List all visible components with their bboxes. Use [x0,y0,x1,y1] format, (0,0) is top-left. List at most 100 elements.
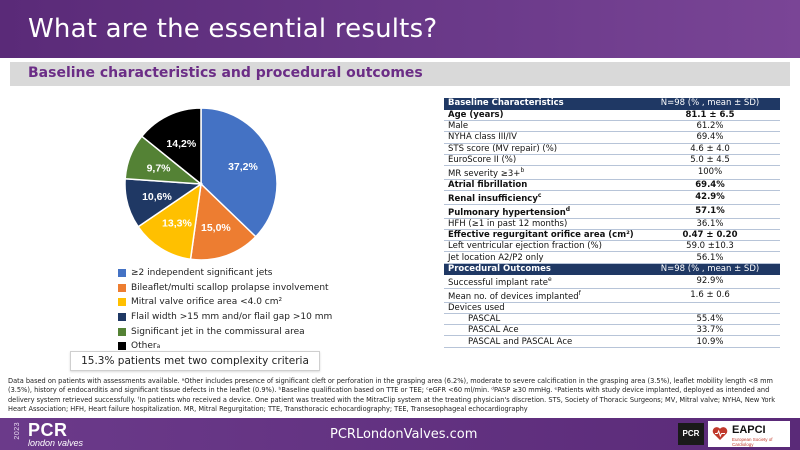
baseline-row-9: HFH (≥1 in past 12 months) 36.1% [444,218,780,230]
pie-slice-label-1: 15,0% [201,222,231,234]
eapci-logo: EAPCI European Society of Cardiology [708,421,790,447]
footnote: Data based on patients with assessments … [8,377,794,415]
procedural-row-5-value: 10.9% [640,335,780,348]
baseline-row-4: EuroScore II (%) 5.0 ± 4.5 [444,154,780,167]
eapci-logo-subtext: European Society of Cardiology [732,437,773,447]
baseline-row-1: Male 61.2% [444,120,780,133]
baseline-row-4-value: 5.0 ± 4.5 [640,154,780,167]
pie-slice-label-5: 14,2% [166,138,196,150]
complexity-pie-chart: 37,2% 15,0% 13,3% 10,6% 9,7% 14,2% [124,107,278,261]
baseline-row-6-label: Atrial fibrillation [444,179,640,192]
pie-legend: ≥2 independent significant jets Bileaflet… [118,266,332,354]
baseline-row-12-label: Jet location A2/P2 only [444,251,640,264]
baseline-row-11-value: 59.0 ±10.3 [640,240,780,253]
legend-item-5: Other a [118,339,332,354]
procedural-row-1: Mean no. of devices implantedf 1.6 ± 0.6 [444,288,780,303]
pie-slice-label-2: 13,3% [162,218,192,230]
baseline-row-10-value: 0.47 ± 0.20 [640,229,780,242]
pie-slice-label-4: 9,7% [147,162,172,174]
baseline-row-11-label: Left ventricular ejection fraction (%) [444,240,640,253]
baseline-table: Baseline Characteristics N=98 (% , mean ±… [444,98,780,348]
baseline-row-9-value: 36.1% [640,218,780,230]
baseline-row-3: STS score (MV repair) (%) 4.6 ± 4.0 [444,143,780,155]
baseline-row-6-value: 69.4% [640,179,780,192]
baseline-row-0-label: Age (years) [444,109,640,122]
baseline-row-12: Jet location A2/P2 only 56.1% [444,251,780,264]
procedural-header-row: Procedural Outcomes N=98 (% , mean ± SD) [444,263,780,275]
legend-label-sup-5: a [156,342,161,350]
baseline-row-2-value: 69.4% [640,131,780,144]
baseline-row-1-value: 61.2% [640,120,780,133]
baseline-row-7-value: 42.9% [640,190,780,205]
legend-swatch-4 [118,327,126,336]
procedural-row-3: PASCAL 55.4% [444,313,780,326]
procedural-row-3-label: PASCAL [444,313,640,326]
footnote-line-2: STS, Society of Thoracic Surgeons; MV, M… [8,395,776,414]
legend-label-0: ≥2 independent significant jets [131,268,273,279]
procedural-row-0: Successful implant ratee 92.9% [444,274,780,289]
procedural-row-4: PASCAL Ace 33.7% [444,324,780,337]
header-bar: What are the essential results? [0,0,800,58]
procedural-row-5-label: PASCAL and PASCAL Ace [444,335,640,348]
procedural-row-0-label-sup: e [547,275,552,283]
heart-icon [712,427,728,440]
legend-item-3: Flail width >15 mm and/or flail gap >10 … [118,310,332,325]
procedural-row-1-value: 1.6 ± 0.6 [640,288,780,303]
baseline-row-10: Effective regurgitant orifice area (cm²)… [444,229,780,242]
baseline-row-12-value: 56.1% [640,251,780,264]
legend-swatch-2 [118,298,126,307]
baseline-row-8-label: Pulmonary hypertensiond [444,204,640,219]
legend-item-4: Significant jet in the commissural area [118,324,332,339]
procedural-row-4-value: 33.7% [640,324,780,337]
procedural-row-2-value [640,302,780,314]
legend-swatch-1 [118,283,126,292]
baseline-row-8-value: 57.1% [640,204,780,219]
procedural-row-0-value: 92.9% [640,274,780,289]
procedural-row-2-label: Devices used [444,302,640,314]
baseline-row-5-label-sup: b [520,167,525,174]
brand-subtitle: london valves [28,438,84,448]
baseline-row-0: Age (years) 81.1 ± 6.5 [444,109,780,122]
baseline-row-3-label: STS score (MV repair) (%) [444,143,640,155]
legend-item-0: ≥2 independent significant jets [118,266,332,281]
brand-year: 2023 [14,422,21,440]
procedural-row-1-label-sup: f [578,289,581,297]
procedural-row-1-label: Mean no. of devices implantedf [444,288,640,303]
footer-bar: 2023 PCR london valves PCRLondonValves.c… [0,418,800,450]
legend-label-1: Bileaflet/multi scallop prolapse involve… [131,282,329,293]
legend-swatch-3 [118,313,126,322]
pie-slice-1 [189,182,257,261]
baseline-row-3-value: 4.6 ± 4.0 [640,143,780,155]
baseline-row-11: Left ventricular ejection fraction (%) 59… [444,240,780,253]
procedural-row-5: PASCAL and PASCAL Ace 10.9% [444,335,780,348]
legend-label-5: Other [131,341,157,352]
baseline-row-5-value: 100% [640,165,780,180]
pie-slice-0 [200,107,278,238]
procedural-row-0-label: Successful implant ratee [444,274,640,289]
procedural-header-row-label: Procedural Outcomes [444,263,640,275]
legend-item-2: Mitral valve orifice area <4.0 cm² [118,295,332,310]
pie-slice-label-0: 37,2% [228,161,258,173]
baseline-row-2-label: NYHA class III/IV [444,131,640,144]
pie-slice-5 [140,107,202,186]
pie-slice-2 [137,182,202,261]
legend-label-3: Flail width >15 mm and/or flail gap >10 … [131,312,333,323]
baseline-row-8-label-sup: d [565,205,571,213]
baseline-header-row: Baseline Characteristics N=98 (% , mean ±… [444,98,780,110]
pie-slice-label-3: 10,6% [142,191,172,203]
baseline-row-6: Atrial fibrillation 69.4% [444,179,780,192]
procedural-row-2: Devices used [444,302,780,314]
baseline-header-row-label: Baseline Characteristics [444,98,640,110]
legend-label-2: Mitral valve orifice area <4.0 cm² [131,297,283,308]
baseline-row-0-value: 81.1 ± 6.5 [640,109,780,122]
legend-label-4: Significant jet in the commissural area [131,326,305,337]
baseline-row-5: MR severity ≥3+b 100% [444,165,780,180]
website-link[interactable]: PCRLondonValves.com [330,427,478,442]
legend-swatch-0 [118,269,126,278]
baseline-row-4-label: EuroScore II (%) [444,154,640,167]
baseline-row-5-label: MR severity ≥3+b [444,165,640,180]
baseline-row-7-label: Renal insufficiencyc [444,190,640,205]
baseline-header-row-value: N=98 (% , mean ± SD) [640,98,780,110]
procedural-row-3-value: 55.4% [640,313,780,326]
page-title: What are the essential results? [28,14,438,44]
